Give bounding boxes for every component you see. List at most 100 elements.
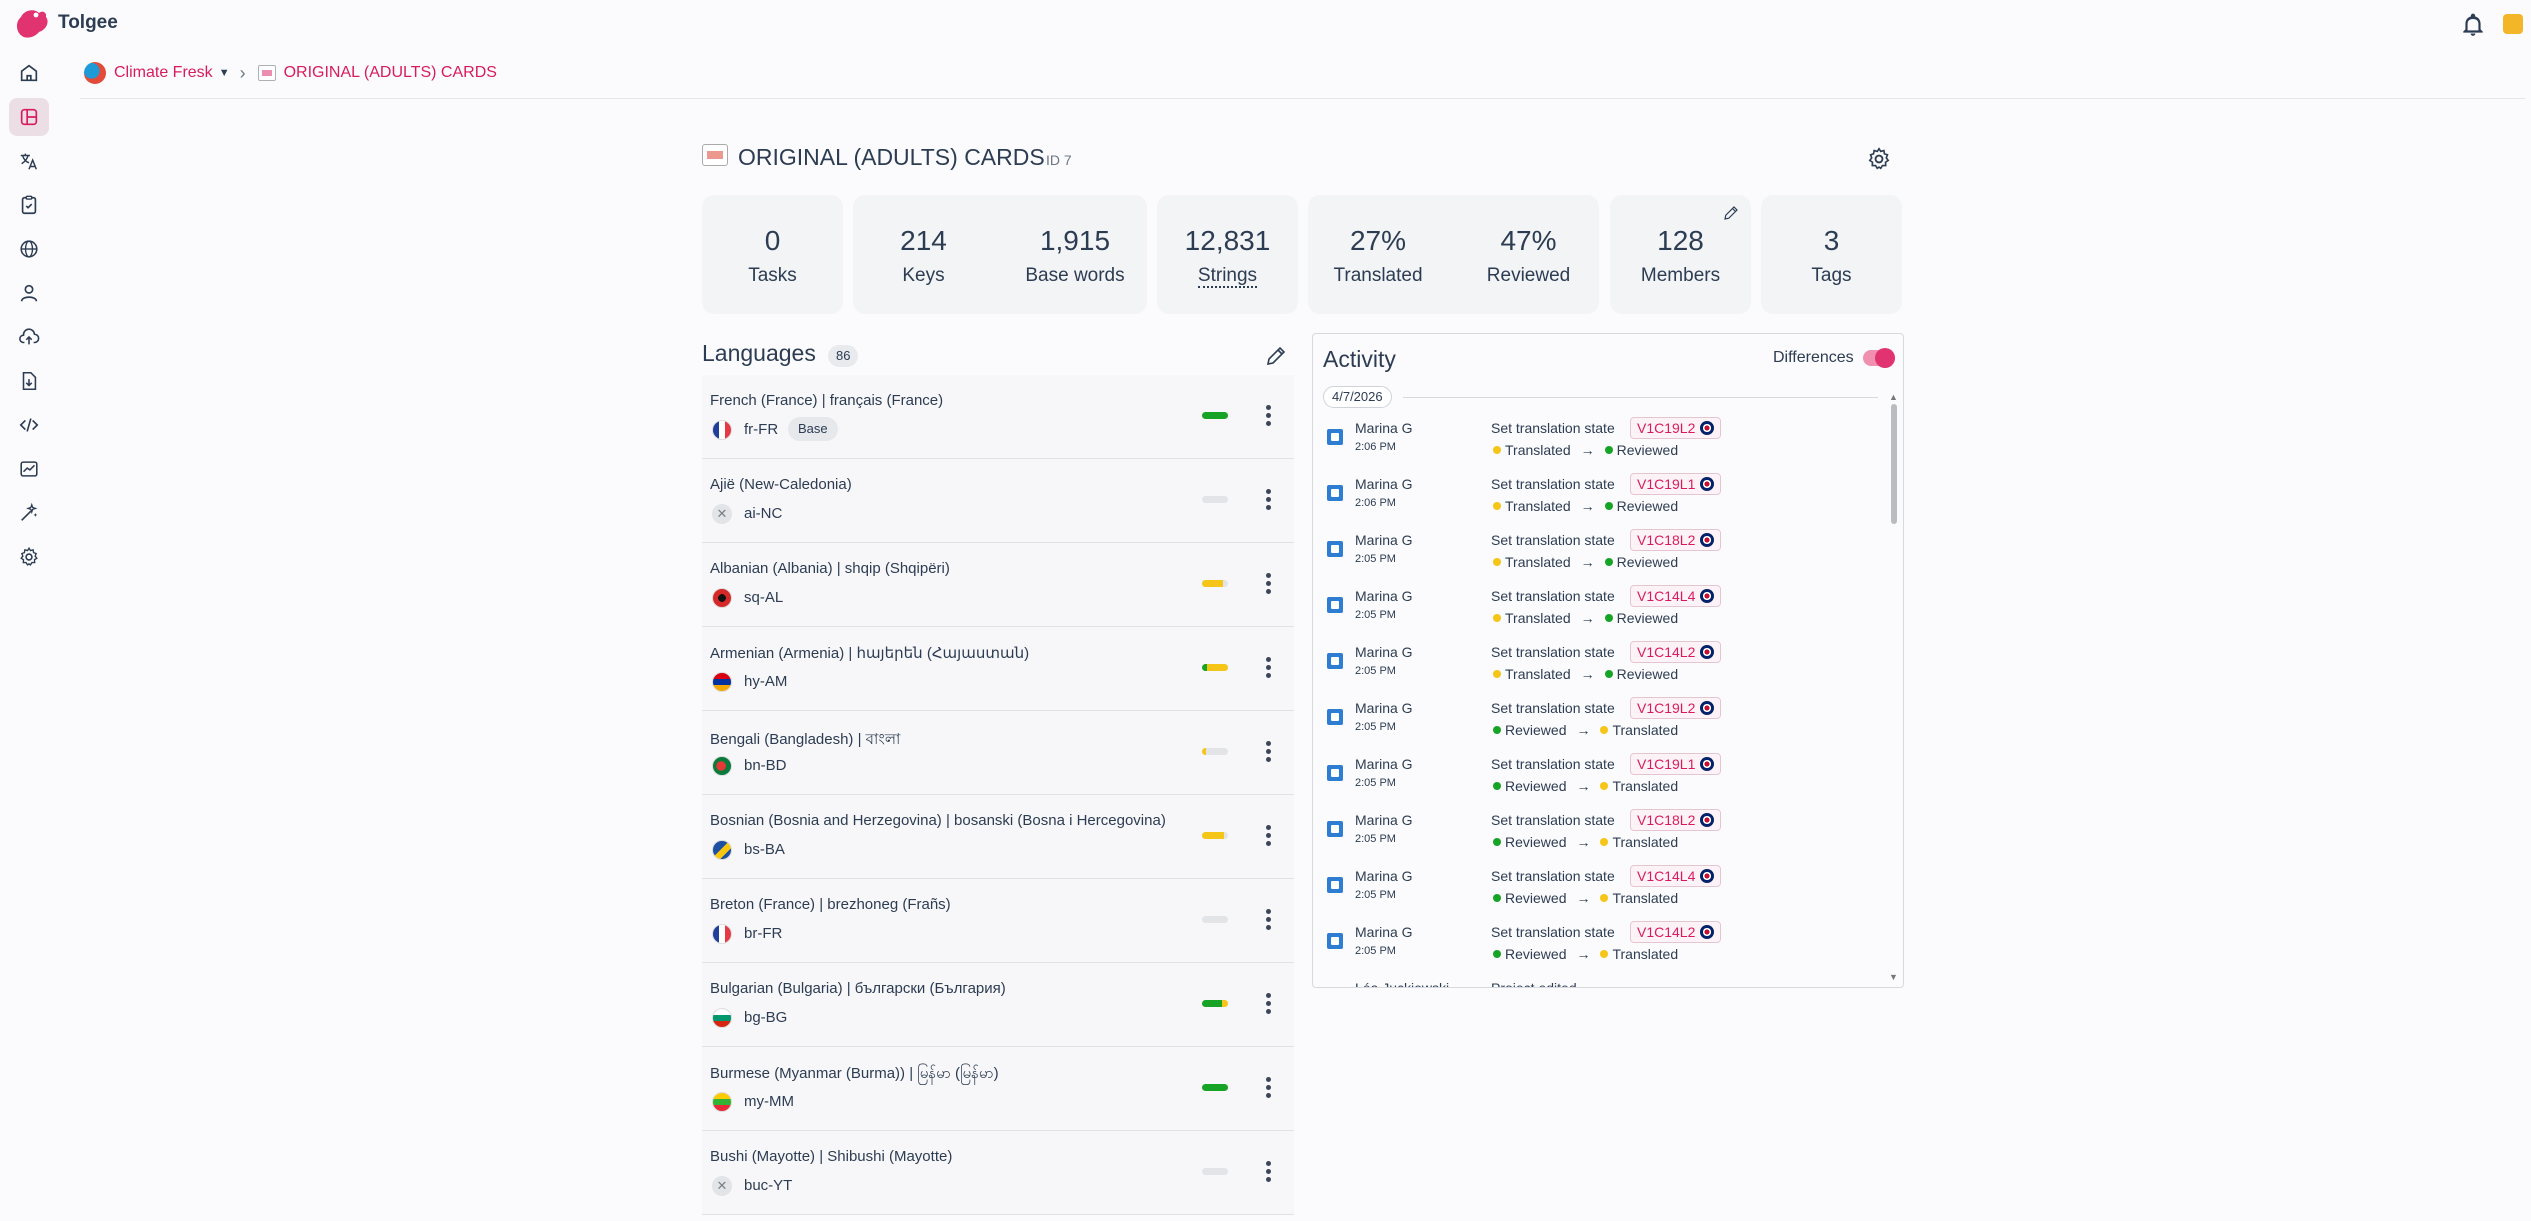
nav-projects[interactable]	[9, 98, 49, 136]
key-chip[interactable]: V1C14L2	[1630, 921, 1722, 943]
activity-entry: Marina G 2:06 PM Set translation state V1C1…	[1313, 473, 1883, 529]
tolgee-logo[interactable]	[12, 6, 52, 42]
user-avatar	[1327, 597, 1343, 613]
key-chip[interactable]: V1C18L2	[1630, 529, 1722, 551]
state-dot	[1604, 558, 1613, 566]
language-row[interactable]: Albanian (Albania) | shqip (Shqipëri) sq-…	[702, 543, 1294, 627]
activity-time: 2:05 PM	[1355, 945, 1396, 957]
activity-action: Set translation state	[1491, 588, 1615, 604]
bell-icon[interactable]	[2460, 12, 2486, 38]
user-avatar	[1327, 653, 1343, 669]
language-row[interactable]: Ajië (New-Caledonia) ✕ ai-NC	[702, 459, 1294, 543]
key-chip[interactable]: V1C19L2	[1630, 697, 1722, 719]
key-chip[interactable]: V1C14L2	[1630, 641, 1722, 663]
stat-reviewed: 47% Reviewed	[1458, 195, 1599, 314]
language-row[interactable]: Breton (France) | brezhoneg (Frañs) br-FR	[702, 879, 1294, 963]
scroll-down-arrow-icon[interactable]: ▼	[1889, 972, 1898, 982]
activity-entry: Marina G 2:05 PM Set translation state V1C1…	[1313, 753, 1883, 809]
key-chip[interactable]: V1C19L2	[1630, 417, 1722, 439]
activity-user: Marina G	[1355, 476, 1413, 492]
pencil-icon[interactable]	[1722, 204, 1740, 222]
language-row[interactable]: Armenian (Armenia) | հայերեն (Հայաստան) h…	[702, 627, 1294, 711]
nav-ai[interactable]	[9, 494, 49, 532]
language-row[interactable]: Burmese (Myanmar (Burma)) | မြန်မာ (မြန်…	[702, 1047, 1294, 1131]
breadcrumb-organization[interactable]: Climate Fresk	[114, 64, 213, 81]
stat-card-members[interactable]: 128 Members	[1610, 195, 1751, 314]
user-avatar[interactable]	[2503, 14, 2523, 34]
language-row[interactable]: Bosnian (Bosnia and Herzegovina) | bosan…	[702, 795, 1294, 879]
language-row[interactable]: Bengali (Bangladesh) | বাংলা bn-BD	[702, 711, 1294, 795]
key-chip[interactable]: V1C19L1	[1630, 473, 1722, 495]
state-dot	[1493, 838, 1501, 846]
key-chip[interactable]: V1C19L1	[1630, 753, 1722, 775]
stat-label: Translated	[1333, 265, 1423, 286]
stat-card-tasks[interactable]: 0 Tasks	[702, 195, 843, 314]
language-row[interactable]: French (France) | français (France) fr-FR…	[702, 375, 1294, 459]
nav-developer[interactable]	[9, 406, 49, 444]
nav-export[interactable]	[9, 362, 49, 400]
nav-home[interactable]	[9, 54, 49, 92]
stat-base-words: 1,915 Base words	[1003, 195, 1147, 314]
activity-action: Set translation state	[1491, 644, 1615, 660]
activity-time: 2:05 PM	[1355, 553, 1396, 565]
key-name: V1C14L4	[1637, 588, 1696, 604]
more-options-icon[interactable]	[1264, 487, 1272, 513]
scroll-up-arrow-icon[interactable]: ▲	[1889, 392, 1898, 402]
more-options-icon[interactable]	[1264, 991, 1272, 1017]
from-state: Translated	[1505, 554, 1571, 570]
more-options-icon[interactable]	[1264, 571, 1272, 597]
caret-down-icon[interactable]: ▼	[218, 67, 230, 79]
breadcrumb-project[interactable]: ORIGINAL (ADULTS) CARDS	[283, 64, 497, 81]
state-change: Translated → Reviewed	[1493, 610, 1678, 626]
key-chip[interactable]: V1C18L2	[1630, 809, 1722, 831]
activity-scrollbar[interactable]	[1891, 404, 1897, 524]
language-code: br-FR	[744, 925, 783, 942]
more-options-icon[interactable]	[1264, 1159, 1272, 1185]
app-name[interactable]: Tolgee	[58, 12, 118, 33]
project-avatar	[702, 144, 728, 166]
user-avatar	[1327, 541, 1343, 557]
state-dot	[1600, 838, 1609, 846]
translated-segment	[1207, 664, 1228, 671]
more-options-icon[interactable]	[1264, 823, 1272, 849]
uk-flag-icon	[1700, 701, 1715, 715]
pencil-icon[interactable]	[1264, 344, 1288, 368]
language-name: Bulgarian (Bulgaria) | български (Българ…	[710, 980, 1006, 997]
arrow-icon: →	[1580, 498, 1595, 514]
stat-label: Members	[1640, 265, 1721, 286]
activity-time: 2:05 PM	[1355, 833, 1396, 845]
nav-tasks[interactable]	[9, 186, 49, 224]
more-options-icon[interactable]	[1264, 739, 1272, 765]
nav-members[interactable]	[9, 274, 49, 312]
from-state: Reviewed	[1505, 778, 1567, 794]
nav-settings[interactable]	[9, 538, 49, 576]
language-row[interactable]: Bushi (Mayotte) | Shibushi (Mayotte) ✕ buc…	[702, 1131, 1294, 1215]
differences-toggle[interactable]	[1863, 348, 1895, 368]
nav-languages[interactable]	[9, 230, 49, 268]
nav-translations[interactable]	[9, 142, 49, 180]
activity-user: Marina G	[1355, 756, 1413, 772]
arrow-icon: →	[1580, 666, 1595, 682]
key-chip[interactable]: V1C14L4	[1630, 865, 1722, 887]
language-code: fr-FR	[744, 421, 779, 438]
stat-card-progress: 27% Translated 47% Reviewed	[1308, 195, 1599, 314]
nav-import[interactable]	[9, 318, 49, 356]
differences-label: Differences	[1773, 349, 1854, 366]
gear-icon[interactable]	[1866, 146, 1892, 172]
language-row[interactable]: Bulgarian (Bulgaria) | български (Българ…	[702, 963, 1294, 1047]
more-options-icon[interactable]	[1264, 1075, 1272, 1101]
stat-translated: 27% Translated	[1308, 195, 1448, 314]
more-options-icon[interactable]	[1264, 403, 1272, 429]
user-avatar	[1327, 933, 1343, 949]
key-chip[interactable]: V1C14L4	[1630, 585, 1722, 607]
nav-dashboard[interactable]	[9, 450, 49, 488]
language-name: Bushi (Mayotte) | Shibushi (Mayotte)	[710, 1148, 953, 1165]
translation-progress-bar	[1202, 496, 1228, 503]
more-options-icon[interactable]	[1264, 907, 1272, 933]
language-code: ai-NC	[744, 505, 783, 522]
activity-entry: Marina G 2:05 PM Set translation state V1C1…	[1313, 585, 1883, 641]
uk-flag-icon	[1700, 477, 1715, 491]
strings-label: Strings	[1197, 265, 1258, 288]
activity-action: Set translation state	[1491, 812, 1615, 828]
more-options-icon[interactable]	[1264, 655, 1272, 681]
